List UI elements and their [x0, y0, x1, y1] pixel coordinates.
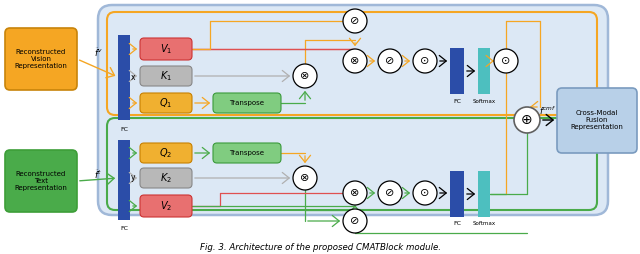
- Bar: [478, 171, 490, 217]
- Text: ⊗: ⊗: [300, 71, 310, 81]
- Text: $V_1$: $V_1$: [160, 42, 172, 56]
- Circle shape: [293, 64, 317, 88]
- Text: $\widetilde{f}^v$: $\widetilde{f}^v$: [93, 47, 102, 59]
- Bar: [450, 48, 464, 94]
- Text: FC: FC: [453, 99, 461, 104]
- FancyBboxPatch shape: [213, 143, 281, 163]
- FancyBboxPatch shape: [213, 93, 281, 113]
- Bar: [450, 171, 464, 217]
- Text: ⊘: ⊘: [385, 56, 395, 66]
- Text: Cross-Modal
Fusion
Representation: Cross-Modal Fusion Representation: [571, 110, 623, 130]
- Text: $Q_2$: $Q_2$: [159, 146, 173, 160]
- Circle shape: [343, 181, 367, 205]
- Text: ⊗: ⊗: [350, 188, 360, 198]
- Text: ⊕: ⊕: [521, 113, 533, 127]
- FancyBboxPatch shape: [98, 5, 608, 215]
- FancyBboxPatch shape: [557, 88, 637, 153]
- Circle shape: [494, 49, 518, 73]
- Text: $Q_1$: $Q_1$: [159, 96, 173, 110]
- Text: Softmax: Softmax: [472, 221, 495, 226]
- FancyBboxPatch shape: [140, 93, 192, 113]
- Text: ⊗: ⊗: [350, 56, 360, 66]
- Text: Fig. 3. Architecture of the proposed CMATBlock module.: Fig. 3. Architecture of the proposed CMA…: [200, 244, 440, 252]
- Text: Softmax: Softmax: [472, 99, 495, 104]
- Text: $V_2$: $V_2$: [160, 199, 172, 213]
- Text: FC: FC: [453, 221, 461, 226]
- Circle shape: [514, 107, 540, 133]
- Text: Reconstructed
Text
Representation: Reconstructed Text Representation: [15, 171, 67, 191]
- Text: Transpose: Transpose: [230, 150, 264, 156]
- Text: ⊘: ⊘: [350, 16, 360, 26]
- Circle shape: [413, 181, 437, 205]
- Circle shape: [378, 49, 402, 73]
- Text: ⊙: ⊙: [420, 56, 429, 66]
- FancyBboxPatch shape: [140, 38, 192, 60]
- Text: ⊗: ⊗: [300, 173, 310, 183]
- FancyBboxPatch shape: [140, 168, 192, 188]
- Text: FC: FC: [120, 127, 128, 132]
- Bar: [118, 140, 130, 220]
- Text: Reconstructed
Vision
Representation: Reconstructed Vision Representation: [15, 49, 67, 69]
- Bar: [478, 48, 490, 94]
- Text: x: x: [131, 72, 136, 82]
- Circle shape: [413, 49, 437, 73]
- FancyBboxPatch shape: [5, 150, 77, 212]
- Text: $\widetilde{f}^t$: $\widetilde{f}^t$: [94, 169, 102, 181]
- FancyBboxPatch shape: [140, 66, 192, 86]
- FancyBboxPatch shape: [5, 28, 77, 90]
- Text: FC: FC: [120, 226, 128, 231]
- Text: ⊙: ⊙: [501, 56, 511, 66]
- Text: y: y: [131, 173, 136, 183]
- Text: $K_2$: $K_2$: [160, 171, 172, 185]
- Circle shape: [343, 209, 367, 233]
- FancyBboxPatch shape: [140, 195, 192, 217]
- Text: $K_1$: $K_1$: [160, 69, 172, 83]
- Text: ⊘: ⊘: [385, 188, 395, 198]
- Text: $f^{cmf}$: $f^{cmf}$: [540, 105, 557, 117]
- Circle shape: [343, 49, 367, 73]
- Text: ⊙: ⊙: [420, 188, 429, 198]
- Text: Transpose: Transpose: [230, 100, 264, 106]
- Text: ⊘: ⊘: [350, 216, 360, 226]
- Circle shape: [378, 181, 402, 205]
- Bar: [118, 35, 130, 120]
- Circle shape: [293, 166, 317, 190]
- FancyBboxPatch shape: [140, 143, 192, 163]
- Circle shape: [343, 9, 367, 33]
